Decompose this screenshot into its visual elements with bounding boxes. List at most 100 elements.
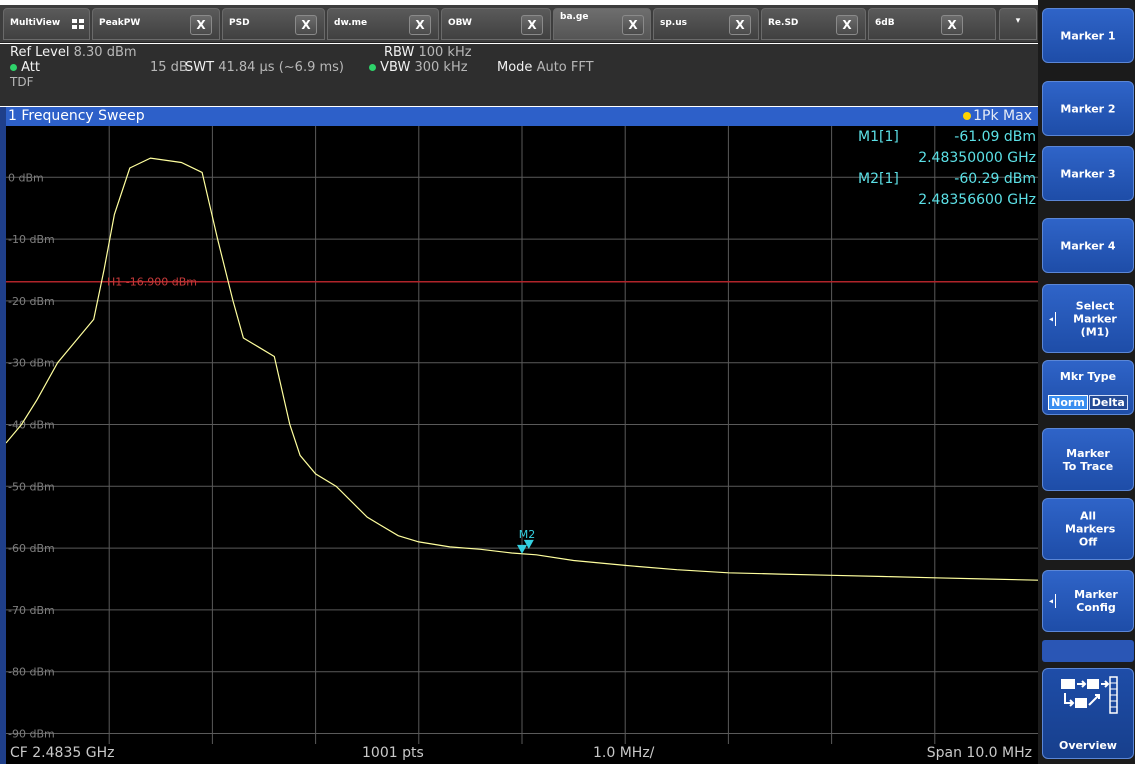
y-tick-label: 0 dBm [8, 171, 44, 184]
trace-1-line [6, 157, 1038, 581]
tab-peakpw-close-button[interactable]: X [190, 15, 212, 35]
tab-psd-close-button[interactable]: X [295, 15, 317, 35]
spectrum-plot[interactable]: 0 dBm -10 dBm -20 dBm -30 dBm -40 dBm -50 dBm… [6, 126, 1038, 744]
overview-softkey[interactable]: Overview [1042, 668, 1134, 759]
marker2-label: Marker 2 [1060, 102, 1116, 115]
y-tick-label: -30 dBm [8, 357, 55, 370]
y-tick-label: -70 dBm [8, 604, 55, 617]
tab-obw[interactable]: OBW X [441, 8, 551, 40]
tab-psd-label: PSD [229, 18, 250, 28]
marker-m2-triangle [523, 539, 534, 549]
tab-6db[interactable]: 6dB X [868, 8, 996, 40]
marker-type-toggle[interactable]: Norm Delta [1043, 395, 1133, 410]
tab-dwme-label: dw.me [334, 18, 368, 28]
marker1-softkey[interactable]: Marker 1 [1042, 8, 1134, 63]
tab-list-dropdown-button[interactable]: ▾ [999, 8, 1037, 40]
tab-bage[interactable]: ba.ge X [553, 8, 651, 40]
multiview-grid-icon [72, 19, 84, 30]
marker3-label: Marker 3 [1060, 167, 1116, 180]
y-tick-label: -80 dBm [8, 666, 55, 679]
marker-to-trace-softkey[interactable]: Marker To Trace [1042, 428, 1134, 491]
tdf-label: TDF [10, 75, 34, 89]
tab-resd-label: Re.SD [768, 18, 799, 28]
att-coupled-dot-icon [10, 64, 17, 71]
y-tick-label: -50 dBm [8, 480, 55, 493]
tab-spus[interactable]: sp.us X [653, 8, 759, 40]
submenu-arrow-icon: ◂ [1049, 312, 1056, 326]
mode-label: Mode [497, 60, 533, 75]
ref-level-label: Ref Level [10, 45, 70, 60]
tab-bage-label: ba.ge [560, 12, 589, 22]
tab-bage-close-button[interactable]: X [622, 15, 644, 35]
marker-plot-label: M2 [519, 528, 536, 541]
marker-m1-triangle [517, 544, 527, 554]
marker-m1-label: M1[1] [858, 129, 899, 145]
tab-6db-label: 6dB [875, 18, 895, 28]
marker-type-softkey[interactable]: Mkr Type Norm Delta [1042, 360, 1134, 415]
all-markers-off-softkey[interactable]: All Markers Off [1042, 498, 1134, 560]
window-left-edge [0, 107, 6, 764]
marker4-softkey[interactable]: Marker 4 [1042, 218, 1134, 273]
rbw-label: RBW [384, 45, 415, 60]
tab-obw-close-button[interactable]: X [521, 15, 543, 35]
tab-spus-label: sp.us [660, 18, 687, 28]
limit-line-layer: H1 -16.900 dBm [6, 276, 1038, 289]
marker4-label: Marker 4 [1060, 239, 1116, 252]
mode-value: Auto FFT [536, 60, 594, 75]
y-tick-label: -60 dBm [8, 542, 55, 555]
grid-layer [6, 126, 1038, 744]
spectrum-plot-svg[interactable]: 0 dBm -10 dBm -20 dBm -30 dBm -40 dBm -50 dBm… [6, 126, 1038, 744]
tab-resd[interactable]: Re.SD X [761, 8, 866, 40]
frequency-span: Span 10.0 MHz [926, 745, 1032, 761]
tab-dwme-close-button[interactable]: X [409, 15, 431, 35]
vbw-label: VBW [380, 60, 411, 75]
rbw-value: 100 kHz [418, 45, 472, 60]
marker1-label: Marker 1 [1060, 29, 1116, 42]
trace-color-dot-icon [963, 112, 972, 120]
diagram-title: 1 Frequency Sweep [8, 108, 145, 124]
ref-level-value: 8.30 dBm [73, 45, 137, 60]
submenu-arrow-icon: ◂ [1049, 594, 1056, 608]
channel-tab-bar: MultiView PeakPW X PSD X dw.me X OBW X b… [0, 5, 1038, 43]
marker-m2-frequency: 2.48356600 GHz [918, 192, 1036, 208]
marker-m2-label: M2[1] [858, 171, 899, 187]
tab-peakpw-label: PeakPW [99, 18, 141, 28]
swt-value: 41.84 µs (~6.9 ms) [218, 60, 344, 75]
y-tick-label: -10 dBm [8, 233, 55, 246]
marker-m1-level: -61.09 dBm [954, 129, 1036, 145]
marker-layer: M2 [517, 528, 535, 554]
vbw-coupled-dot-icon [369, 64, 376, 71]
tab-multiview-label: MultiView [10, 18, 61, 28]
marker-config-softkey[interactable]: ◂ Marker Config [1042, 570, 1134, 632]
frequency-axis-bar: CF 2.4835 GHz 1001 pts 1.0 MHz/ Span 10.… [6, 744, 1038, 764]
frequency-per-division: 1.0 MHz/ [593, 745, 655, 761]
tab-6db-close-button[interactable]: X [941, 15, 963, 35]
select-marker-softkey[interactable]: ◂ Select Marker (M1) [1042, 284, 1134, 353]
y-tick-label: -90 dBm [8, 727, 55, 740]
limit-line-label: H1 -16.900 dBm [107, 276, 197, 289]
vbw-value: 300 kHz [414, 60, 468, 75]
norm-option[interactable]: Norm [1048, 395, 1088, 410]
att-value: 15 dB [150, 60, 188, 75]
top-strip [0, 0, 1135, 5]
all-markers-off-label: All Markers Off [1065, 509, 1116, 549]
marker-to-trace-label: Marker To Trace [1062, 446, 1114, 473]
marker3-softkey[interactable]: Marker 3 [1042, 146, 1134, 201]
marker2-softkey[interactable]: Marker 2 [1042, 81, 1134, 136]
marker-config-label: Marker Config [1074, 588, 1118, 614]
tab-psd[interactable]: PSD X [222, 8, 325, 40]
tab-multiview[interactable]: MultiView [3, 8, 90, 40]
delta-option[interactable]: Delta [1088, 395, 1128, 410]
measurement-settings-bar[interactable]: Ref Level 8.30 dBm Att 15 dB TDF SWT 41.… [0, 44, 1038, 106]
overview-flow-icon [1061, 676, 1118, 714]
marker-m1-frequency: 2.48350000 GHz [918, 150, 1036, 166]
tab-dwme[interactable]: dw.me X [327, 8, 439, 40]
y-tick-label: -40 dBm [8, 418, 55, 431]
trace-label: 1Pk Max [973, 108, 1032, 124]
y-tick-labels: 0 dBm -10 dBm -20 dBm -30 dBm -40 dBm -50 dBm… [8, 171, 55, 740]
tab-spus-close-button[interactable]: X [729, 15, 751, 35]
diagram-title-bar[interactable]: 1 Frequency Sweep 1Pk Max [6, 107, 1038, 126]
tab-resd-close-button[interactable]: X [836, 15, 858, 35]
y-tick-label: -20 dBm [8, 295, 55, 308]
tab-peakpw[interactable]: PeakPW X [92, 8, 220, 40]
